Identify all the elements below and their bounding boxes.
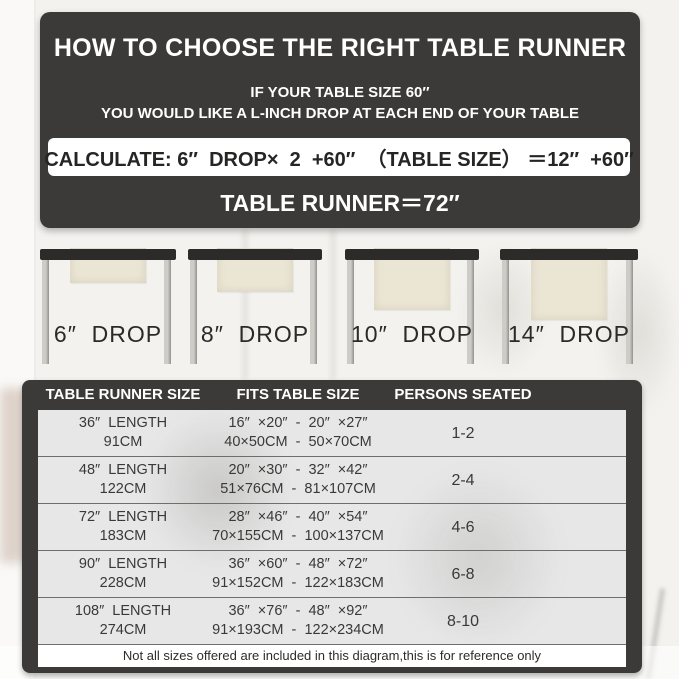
fits-size-inches: 16″ ×20″ - 20″ ×27″: [228, 415, 368, 431]
runner-length-inches: 36″ LENGTH: [78, 415, 168, 431]
fits-size-cell: 16″ ×20″ - 20″ ×27″ 40×50CM - 50×70CM: [208, 410, 388, 456]
size-table-header: TABLE RUNNER SIZE FITS TABLE SIZE PERSON…: [38, 380, 626, 410]
page-title: HOW TO CHOOSE THE RIGHT TABLE RUNNER: [53, 34, 627, 62]
subtitle-line1: IF YOUR TABLE SIZE 60″: [250, 84, 430, 101]
drop-label: 8″ DROP: [200, 321, 310, 347]
fits-size-inches: 28″ ×46″ - 40″ ×54″: [228, 509, 368, 525]
runner-cloth: [531, 248, 607, 320]
runner-length-cm: 122CM: [99, 481, 147, 497]
persons-count: 4-6: [451, 518, 475, 536]
persons-count: 8-10: [446, 612, 480, 630]
runner-length-cm: 274CM: [99, 622, 147, 638]
runner-length-inches: 48″ LENGTH: [78, 462, 168, 478]
runner-size-cell: 72″ LENGTH 183CM: [38, 504, 208, 550]
persons-cell: 1-2: [378, 410, 548, 456]
persons-cell: 8-10: [378, 598, 548, 644]
runner-size-cell: 108″ LENGTH 274CM: [38, 598, 208, 644]
table-leg: [190, 260, 197, 364]
column-header-fits-size: FITS TABLE SIZE: [236, 386, 360, 403]
table-row: 48″ LENGTH 122CM 20″ ×30″ - 32″ ×42″ 51×…: [38, 457, 626, 504]
fits-size-cm: 70×155CM - 100×137CM: [212, 528, 384, 544]
calculation-bar: CALCULATE: 6″ DROP× 2 +60″ （TABLE SIZE） …: [44, 138, 634, 176]
table-leg: [502, 260, 509, 364]
runner-size-cell: 90″ LENGTH 228CM: [38, 551, 208, 597]
tabletop: [188, 249, 322, 260]
tabletop: [40, 249, 176, 260]
persons-cell: 6-8: [378, 551, 548, 597]
fits-size-cell: 36″ ×76″ - 48″ ×92″ 91×193CM - 122×234CM: [208, 598, 388, 644]
table-note: Not all sizes offered are included in th…: [38, 645, 626, 667]
drop-label: 14″ DROP: [508, 321, 630, 347]
drop-diagram: 6″ DROP 8″ DROP 10″ DROP 14″ DROP: [0, 235, 679, 380]
column-header-persons: PERSONS SEATED: [394, 386, 532, 403]
table-figure: 10″ DROP: [345, 248, 479, 380]
fits-size-cm: 51×76CM - 81×107CM: [220, 481, 376, 497]
runner-length-inches: 90″ LENGTH: [78, 556, 168, 572]
fits-size-cm: 91×152CM - 122×183CM: [212, 575, 384, 591]
table-leg: [310, 260, 317, 364]
fits-size-inches: 36″ ×60″ - 48″ ×72″: [228, 556, 368, 572]
persons-cell: 2-4: [378, 457, 548, 503]
drop-label: 6″ DROP: [53, 321, 163, 347]
fits-size-inches: 36″ ×76″ - 48″ ×92″: [228, 603, 368, 619]
runner-length-cm: 183CM: [99, 528, 147, 544]
result-text: TABLE RUNNER＝72″: [220, 190, 460, 216]
persons-count: 6-8: [451, 565, 475, 583]
fits-size-inches: 20″ ×30″ - 32″ ×42″: [228, 462, 368, 478]
background-chair: [393, 465, 563, 650]
table-figure: 6″ DROP: [40, 248, 176, 380]
header-panel: HOW TO CHOOSE THE RIGHT TABLE RUNNER IF …: [40, 12, 640, 228]
size-table: TABLE RUNNER SIZE FITS TABLE SIZE PERSON…: [22, 380, 642, 673]
table-figure: 8″ DROP: [188, 248, 322, 380]
runner-length-cm: 91CM: [103, 434, 143, 450]
persons-cell: 4-6: [378, 504, 548, 550]
tabletop: [500, 249, 638, 260]
fits-size-cell: 20″ ×30″ - 32″ ×42″ 51×76CM - 81×107CM: [208, 457, 388, 503]
table-leg: [626, 260, 633, 364]
drop-label: 10″ DROP: [351, 321, 473, 347]
fits-size-cm: 91×193CM - 122×234CM: [212, 622, 384, 638]
table-row: 90″ LENGTH 228CM 36″ ×60″ - 48″ ×72″ 91×…: [38, 551, 626, 598]
size-table-body: 36″ LENGTH 91CM 16″ ×20″ - 20″ ×27″ 40×5…: [38, 410, 626, 667]
column-header-runner-size: TABLE RUNNER SIZE: [45, 386, 201, 403]
runner-length-inches: 72″ LENGTH: [78, 509, 168, 525]
background-chair-leg: [645, 588, 666, 679]
table-leg: [42, 260, 49, 364]
fits-size-cell: 28″ ×46″ - 40″ ×54″ 70×155CM - 100×137CM: [208, 504, 388, 550]
table-leg: [164, 260, 171, 364]
tabletop: [345, 249, 479, 260]
runner-length-cm: 228CM: [99, 575, 147, 591]
subtitle-line2: YOU WOULD LIKE A L-INCH DROP AT EACH END…: [100, 105, 580, 122]
persons-count: 2-4: [451, 471, 475, 489]
calculation-text: CALCULATE: 6″ DROP× 2 +60″ （TABLE SIZE） …: [44, 148, 634, 171]
fits-size-cm: 40×50CM - 50×70CM: [224, 434, 372, 450]
table-leg: [347, 260, 354, 364]
table-leg: [467, 260, 474, 364]
runner-size-cell: 36″ LENGTH 91CM: [38, 410, 208, 456]
table-figure: 14″ DROP: [500, 248, 638, 380]
table-row: 108″ LENGTH 274CM 36″ ×76″ - 48″ ×92″ 91…: [38, 598, 626, 645]
table-row: 36″ LENGTH 91CM 16″ ×20″ - 20″ ×27″ 40×5…: [38, 410, 626, 457]
runner-length-inches: 108″ LENGTH: [74, 603, 172, 619]
persons-count: 1-2: [451, 424, 475, 442]
background-chair: [143, 410, 293, 570]
table-row: 72″ LENGTH 183CM 28″ ×46″ - 40″ ×54″ 70×…: [38, 504, 626, 551]
fits-size-cell: 36″ ×60″ - 48″ ×72″ 91×152CM - 122×183CM: [208, 551, 388, 597]
runner-size-cell: 48″ LENGTH 122CM: [38, 457, 208, 503]
